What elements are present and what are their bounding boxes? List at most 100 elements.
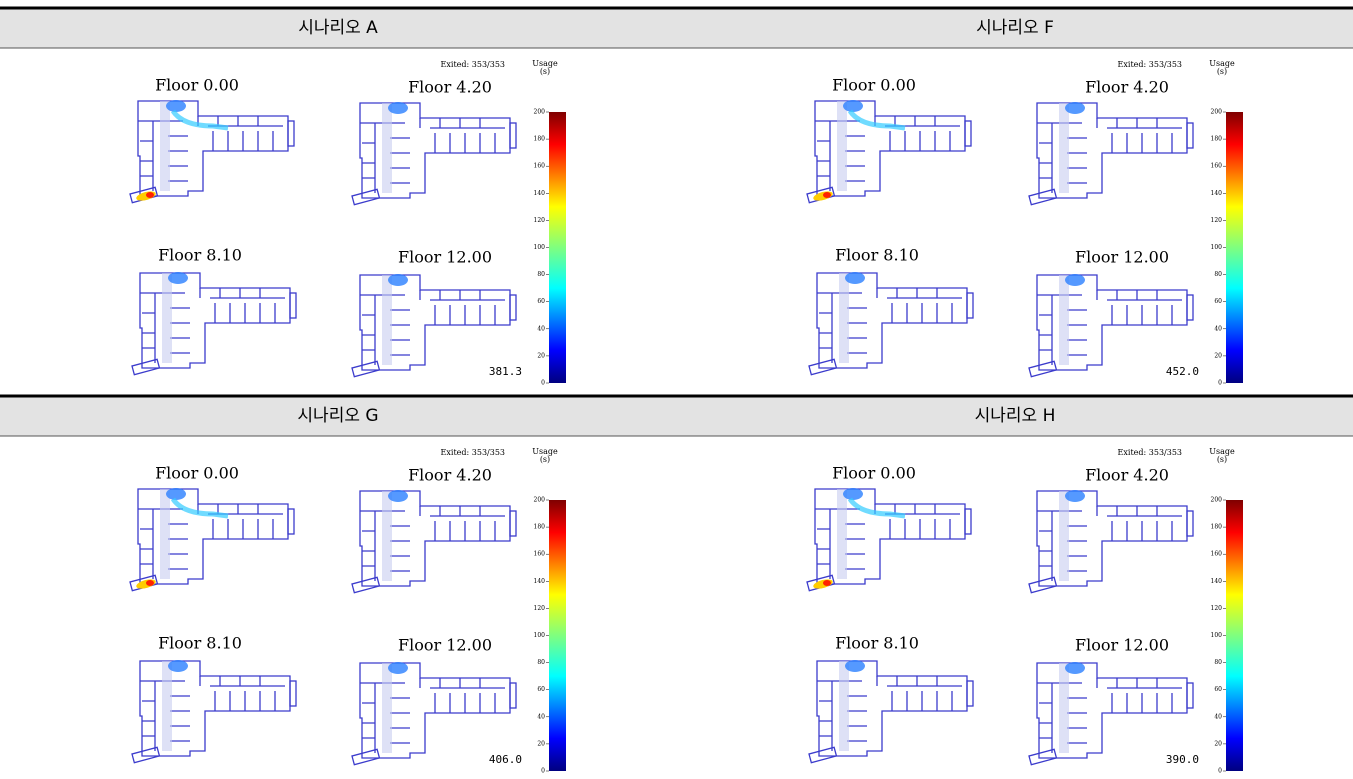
heat-corridor [1059,663,1069,753]
heat-flow [173,111,228,128]
floor-plan [352,662,516,765]
colorbar-tick-label: 100 [534,632,546,639]
scenario-title: 시나리오 H [975,406,1056,426]
colorbar-tick-label: 140 [534,190,546,197]
heat-spot [843,100,863,112]
colorbar-tick-label: 120 [534,217,546,224]
heat-spot [168,660,188,672]
floor-label: Floor 8.10 [158,246,242,265]
floor-plan [1029,490,1193,593]
floor-plan [809,272,973,375]
heat-corridor [837,101,847,191]
floor-label: Floor 0.00 [832,464,916,483]
exited-count: Exited: 353/353 [1118,448,1182,457]
heat-spot [166,100,186,112]
heat-corridor [1059,275,1069,365]
floor-label: Floor 12.00 [1075,636,1169,655]
colorbar-tick-label: 160 [534,163,546,170]
plan-walls [1037,506,1182,581]
colorbar-tick-label: 80 [537,659,545,666]
plan-stair [1187,123,1193,148]
plan-walls [140,676,285,751]
floor-plan [130,100,294,203]
floor-label: Floor 8.10 [835,246,919,265]
heat-spot [146,580,154,586]
colorbar-tick-label: 0 [1218,768,1222,775]
heat-spot [823,192,831,198]
heat-flow [850,111,905,128]
elapsed-time: 390.0 [1166,753,1199,766]
floor-plan [1029,662,1193,765]
colorbar [1226,500,1243,771]
heat-spot [388,274,408,286]
plan-walls [360,506,505,581]
elapsed-time: 452.0 [1166,365,1199,378]
floor-label: Floor 12.00 [398,636,492,655]
colorbar-tick-label: 160 [1211,163,1223,170]
colorbar-tick-label: 0 [541,768,545,775]
colorbar-tick-label: 180 [534,136,546,143]
heat-spot [168,272,188,284]
plan-stair [288,121,294,146]
plan-stair [967,293,973,318]
heat-spot [843,488,863,500]
plan-walls [1037,678,1182,753]
heat-spot [1065,274,1085,286]
floor-label: Floor 8.10 [158,634,242,653]
colorbar-tick-label: 80 [1214,659,1222,666]
colorbar-tick-label: 20 [537,740,545,747]
colorbar-tick-label: 40 [1214,325,1222,332]
heat-corridor [839,273,849,363]
floor-plan [132,272,296,375]
colorbar-tick-label: 160 [1211,551,1223,558]
plan-stair [510,295,516,320]
colorbar-tick-label: 200 [534,497,546,504]
heat-corridor [1059,491,1069,581]
heat-spot [388,490,408,502]
heat-corridor [1059,103,1069,193]
plan-walls [1037,118,1182,193]
floor-label: Floor 0.00 [832,76,916,95]
usage-unit: (s) [1217,67,1227,76]
plan-walls [1037,290,1182,365]
heat-spot [388,662,408,674]
usage-unit: (s) [540,67,550,76]
plan-stair [288,509,294,534]
colorbar-tick-label: 60 [1214,686,1222,693]
colorbar-tick-label: 120 [1211,217,1223,224]
floor-plan [132,660,296,763]
heat-spot [823,580,831,586]
floor-plan [807,488,971,591]
plan-stair [965,509,971,534]
usage-unit: (s) [1217,455,1227,464]
colorbar [549,112,566,383]
heat-flow [850,499,905,516]
floor-label: Floor 4.20 [408,466,492,485]
heat-spot [1065,662,1085,674]
plan-stair [510,123,516,148]
floor-label: Floor 4.20 [1085,78,1169,97]
plan-stair [1187,683,1193,708]
floor-label: Floor 0.00 [155,76,239,95]
heat-corridor [382,491,392,581]
floor-plan [1029,102,1193,205]
elapsed-time: 406.0 [489,753,522,766]
colorbar-tick-label: 0 [541,380,545,387]
colorbar-tick-label: 20 [1214,352,1222,359]
plan-stair [965,121,971,146]
plan-stair [290,681,296,706]
floor-label: Floor 12.00 [398,248,492,267]
colorbar-tick-label: 80 [537,271,545,278]
plan-stair [510,511,516,536]
heat-corridor [162,661,172,751]
heat-corridor [837,489,847,579]
scenario-title: 시나리오 A [298,18,378,38]
plan-walls [817,288,962,363]
colorbar-tick-label: 60 [1214,298,1222,305]
exited-count: Exited: 353/353 [1118,60,1182,69]
colorbar-tick-label: 40 [1214,713,1222,720]
heat-spot [166,488,186,500]
colorbar-tick-label: 20 [1214,740,1222,747]
colorbar-tick-label: 100 [1211,632,1223,639]
